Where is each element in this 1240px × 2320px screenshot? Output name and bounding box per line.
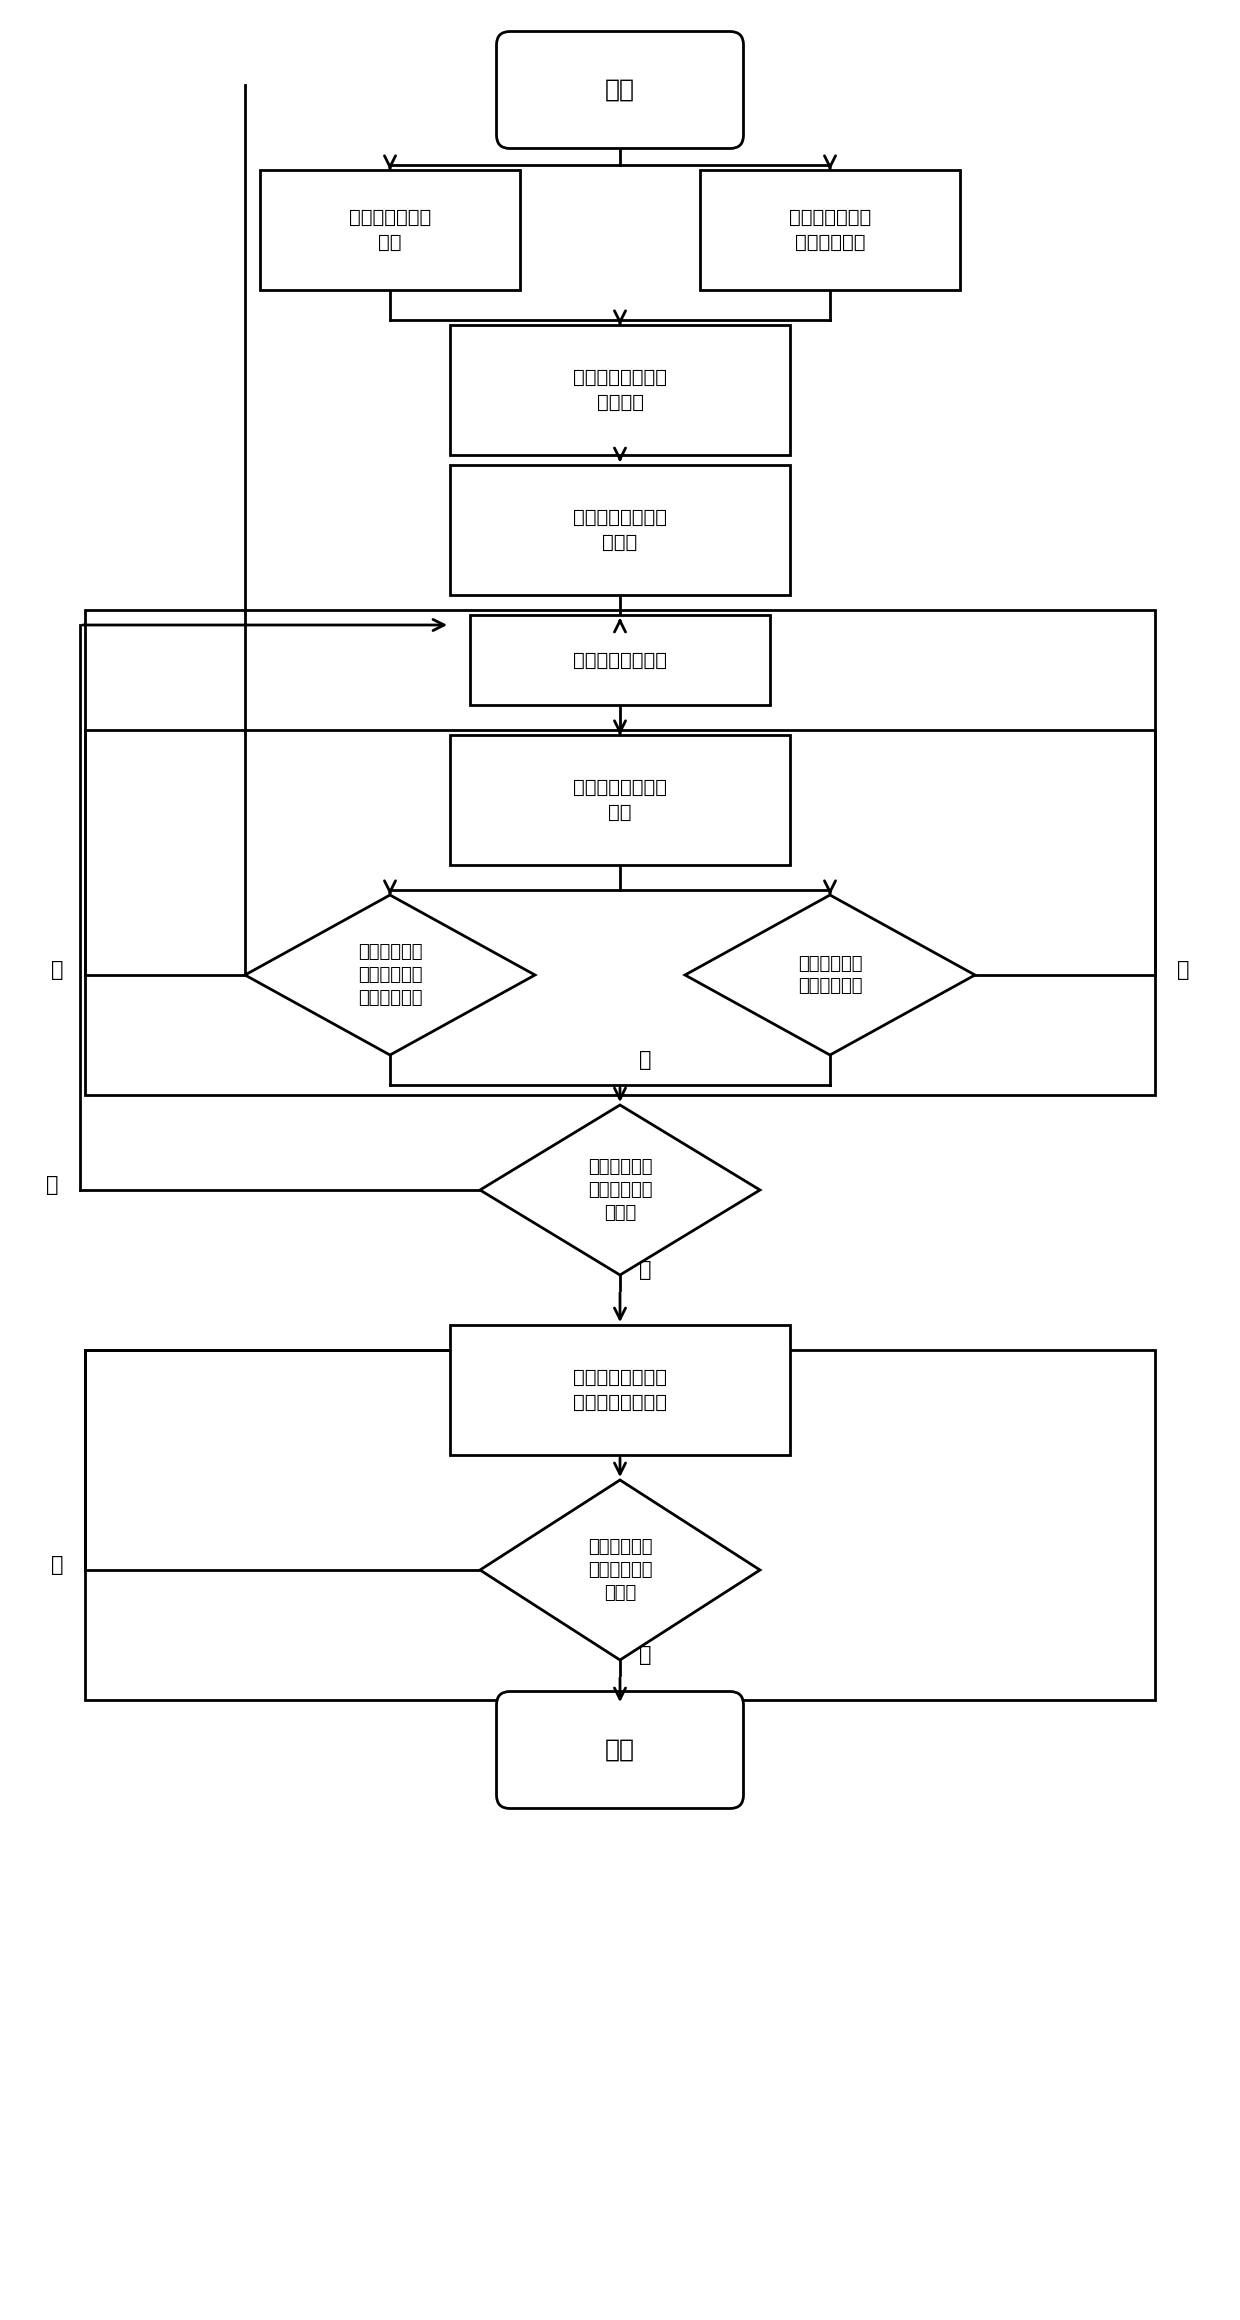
Text: 开始: 开始 xyxy=(605,79,635,102)
Text: 设计容错一致性控
制律: 设计容错一致性控 制律 xyxy=(573,777,667,821)
Text: 是: 是 xyxy=(639,1051,651,1070)
Polygon shape xyxy=(684,896,975,1056)
FancyBboxPatch shape xyxy=(701,169,960,290)
Text: 一致性误差跟
踪变量是否渐
进收敛: 一致性误差跟 踪变量是否渐 进收敛 xyxy=(588,1158,652,1223)
Text: 否: 否 xyxy=(46,1174,58,1195)
Polygon shape xyxy=(480,1480,760,1661)
Polygon shape xyxy=(480,1104,760,1276)
FancyBboxPatch shape xyxy=(470,615,770,705)
Text: 否: 否 xyxy=(51,960,63,979)
Text: 证明是否满足
滑模面到达率: 证明是否满足 滑模面到达率 xyxy=(797,954,862,995)
Text: 是: 是 xyxy=(639,1260,651,1281)
FancyBboxPatch shape xyxy=(450,464,790,594)
FancyBboxPatch shape xyxy=(496,1691,744,1810)
FancyBboxPatch shape xyxy=(496,32,744,148)
FancyBboxPatch shape xyxy=(450,325,790,455)
Text: 否: 否 xyxy=(1177,960,1189,979)
Text: 确定执行器故障
类型: 确定执行器故障 类型 xyxy=(348,209,432,253)
FancyBboxPatch shape xyxy=(260,169,520,290)
Text: 确定系统外界扰
动的合理假设: 确定系统外界扰 动的合理假设 xyxy=(789,209,872,253)
Text: 是: 是 xyxy=(639,1645,651,1666)
Text: 是否消除滑动
控制过程的抖
动问题: 是否消除滑动 控制过程的抖 动问题 xyxy=(588,1538,652,1601)
FancyBboxPatch shape xyxy=(450,735,790,865)
Text: 否: 否 xyxy=(51,1554,63,1575)
Text: 结束: 结束 xyxy=(605,1738,635,1761)
Text: 证明执行器故
障上限估计误
差是否趋于零: 证明执行器故 障上限估计误 差是否趋于零 xyxy=(358,944,423,1007)
FancyBboxPatch shape xyxy=(450,1325,790,1455)
Text: 调整执行器故障上
限估计的自适应律: 调整执行器故障上 限估计的自适应律 xyxy=(573,1369,667,1413)
Text: 定义一致性误差跟
踪系统: 定义一致性误差跟 踪系统 xyxy=(573,508,667,552)
Polygon shape xyxy=(246,896,534,1056)
Text: 确定二阶多智能体
系统模型: 确定二阶多智能体 系统模型 xyxy=(573,369,667,413)
Text: 选择合适的滑模面: 选择合适的滑模面 xyxy=(573,650,667,670)
